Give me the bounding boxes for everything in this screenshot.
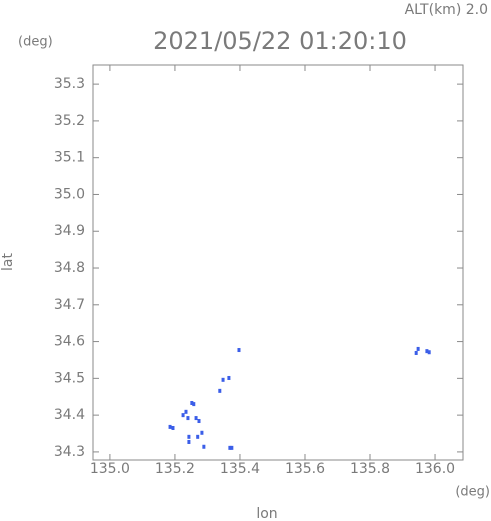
y-tick-label: 34.7 [54,297,85,313]
echo-point [192,402,196,407]
y-tick-label: 34.3 [54,444,85,460]
echo-point [425,349,429,354]
x-unit: (deg) [455,485,490,500]
echo-point [197,419,201,424]
x-tick-label: 135.2 [155,461,195,477]
x-axis-label: lon [256,506,277,521]
echo-point [196,434,200,439]
echo-point [202,444,206,449]
altitude-label: ALT(km) 2.0 [405,2,488,18]
echo-point [228,445,232,450]
echo-point [416,346,420,351]
echo-point [200,430,204,435]
echo-point [187,434,191,439]
y-axis-label: lat [0,253,16,271]
echo-point [230,445,234,450]
echo-point [414,350,418,355]
echo-point [221,377,225,382]
y-unit: (deg) [18,35,53,50]
echo-point [237,348,241,353]
y-tick-label: 35.1 [54,150,85,166]
y-tick-label: 34.9 [54,223,85,239]
x-tick-label: 136.0 [415,461,455,477]
x-tick-label: 135.4 [220,461,260,477]
y-tick-label: 34.8 [54,260,85,276]
echo-point [184,409,188,414]
x-tick-label: 135.6 [285,461,325,477]
y-tick-label: 34.4 [54,407,85,423]
echo-point [187,439,191,444]
y-tick-label: 34.6 [54,334,85,350]
echo-point [181,413,185,418]
y-tick-label: 35.0 [54,186,85,202]
plot-frame [92,64,464,461]
echo-point [171,426,175,431]
x-tick-label: 135.8 [350,461,390,477]
echo-point [190,400,194,405]
x-tick-label: 135.0 [90,461,130,477]
echo-point [427,350,431,355]
echo-point [168,424,172,429]
y-tick-label: 35.3 [54,76,85,92]
chart-title: 2021/05/22 01:20:10 [153,27,407,55]
y-tick-label: 34.5 [54,370,85,386]
echo-point [194,416,198,421]
y-tick-label: 35.2 [54,113,85,129]
echo-point [186,416,190,421]
echo-point [218,388,222,393]
echo-point [227,375,231,380]
